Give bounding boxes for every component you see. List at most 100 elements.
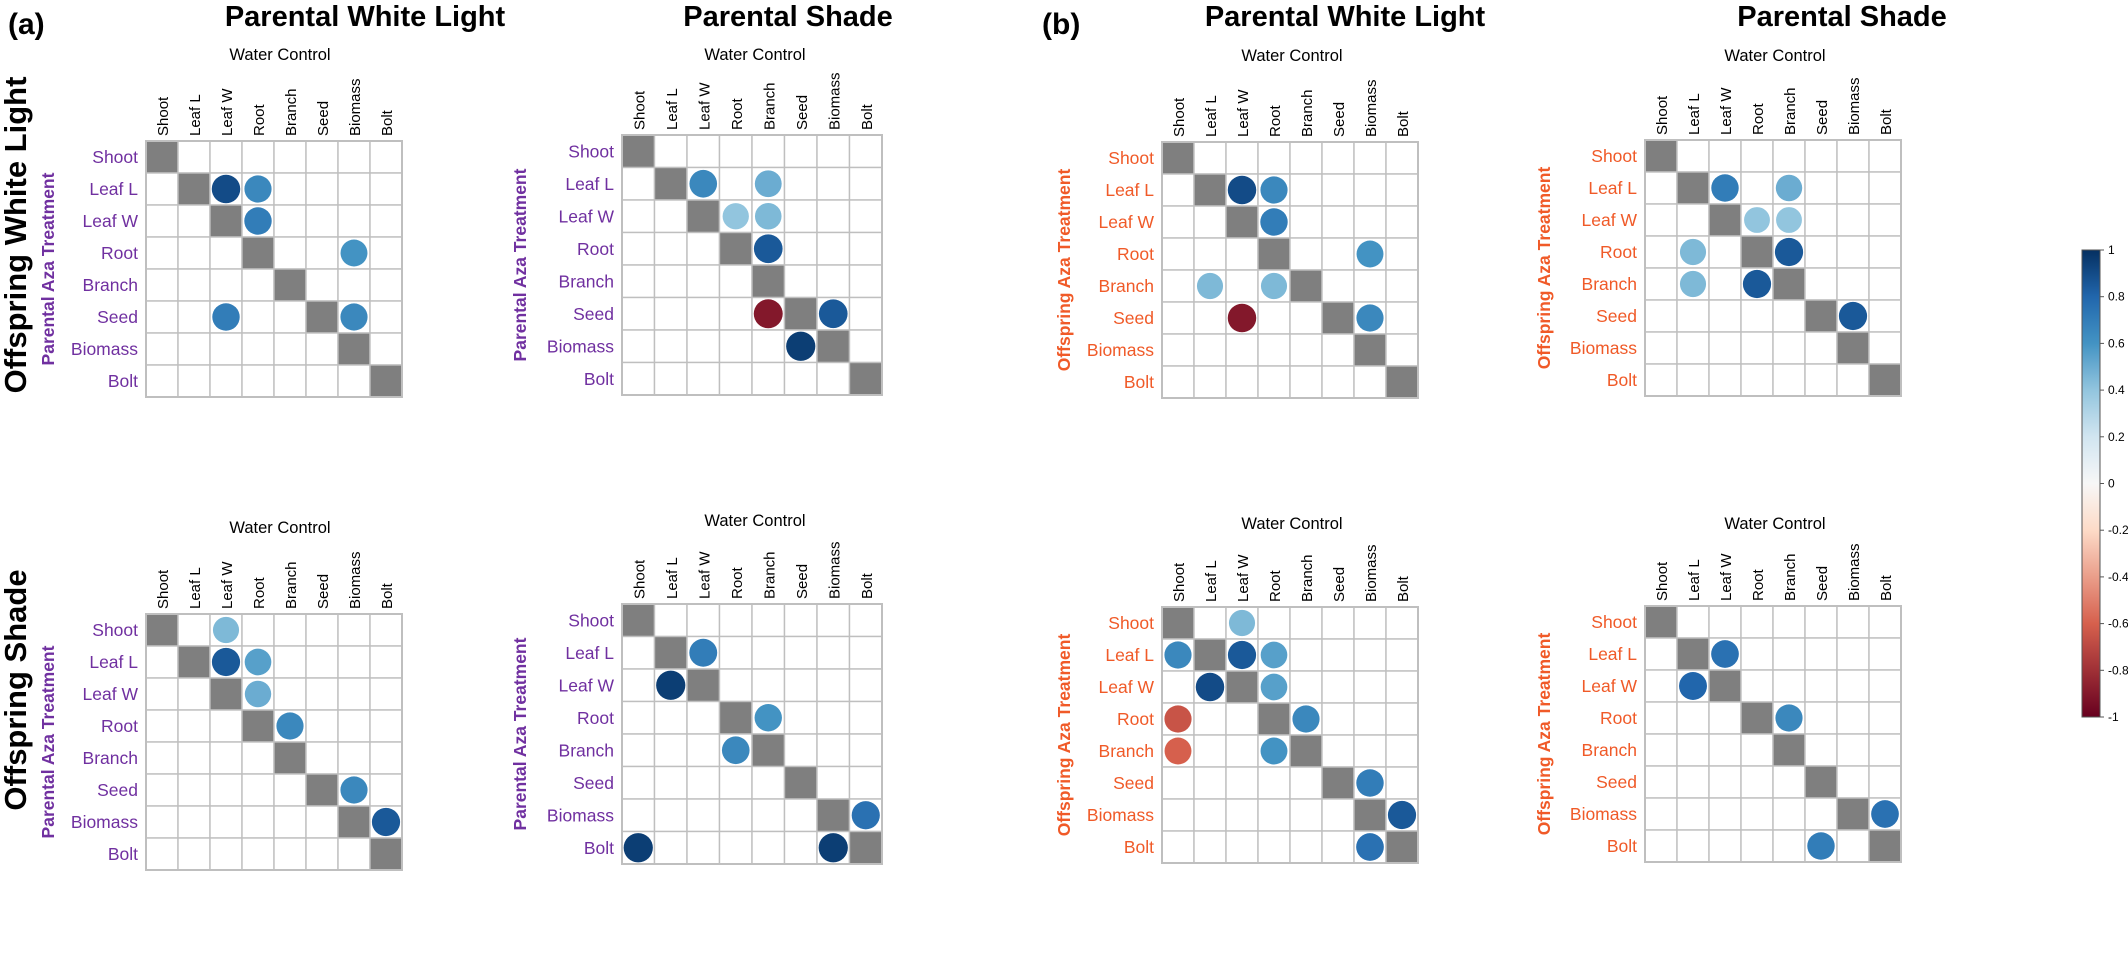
grid-cell bbox=[848, 134, 883, 169]
correlation-circle-branch-root bbox=[1260, 737, 1288, 765]
colorbar: 1 0.8 0.6 0.4 0.2 0 -0.2 -0.4 -0.6 -0.8 -1 bbox=[2081, 243, 2128, 724]
grid-cell bbox=[337, 677, 371, 711]
diagonal-cell bbox=[848, 830, 883, 865]
grid-cell bbox=[273, 204, 307, 238]
row-label-bolt: Bolt bbox=[1124, 837, 1154, 857]
row-label-root: Root bbox=[577, 239, 614, 259]
grid-cell bbox=[653, 134, 688, 169]
diagonal-cell bbox=[1193, 173, 1227, 207]
diagonal-cell bbox=[1740, 235, 1774, 269]
grid-cell bbox=[145, 364, 179, 398]
grid-cell bbox=[816, 231, 851, 266]
grid-cell bbox=[241, 268, 275, 302]
grid-cell bbox=[241, 805, 275, 839]
correlation-circle-bolt-shoot bbox=[623, 833, 653, 863]
grid-cell bbox=[621, 199, 656, 234]
column-label-root: Root bbox=[251, 576, 268, 609]
grid-cell bbox=[686, 264, 721, 299]
grid-cell bbox=[1257, 830, 1291, 864]
correlation-circle-leaf-w-leaf-l bbox=[1195, 672, 1225, 702]
correlation-circle-seed-biomass bbox=[340, 303, 368, 331]
row-label-seed: Seed bbox=[1113, 308, 1154, 328]
grid-cell bbox=[273, 140, 307, 174]
grid-cell bbox=[653, 830, 688, 865]
diagonal-cell bbox=[621, 134, 656, 169]
row-label-biomass: Biomass bbox=[1570, 804, 1637, 824]
grid-cell bbox=[686, 603, 721, 638]
grid-cell bbox=[145, 709, 179, 743]
grid-cell bbox=[751, 134, 786, 169]
matrix-border bbox=[1644, 605, 1902, 863]
correlation-circle-root-leaf-l bbox=[1679, 238, 1707, 266]
grid-cell bbox=[1644, 363, 1678, 397]
grid-cell bbox=[369, 709, 403, 743]
row-label-leaf-l: Leaf L bbox=[1588, 644, 1637, 664]
correlation-circle-seed-leaf-w bbox=[1227, 303, 1257, 333]
grid-cell bbox=[1289, 301, 1323, 335]
grid-cell bbox=[1836, 171, 1870, 205]
diagonal-cell bbox=[653, 635, 688, 670]
column-label-seed: Seed bbox=[1331, 567, 1348, 602]
grid-cell bbox=[1321, 638, 1355, 672]
row-label-root: Root bbox=[1600, 708, 1637, 728]
grid-cell bbox=[783, 733, 818, 768]
grid-cell bbox=[1836, 363, 1870, 397]
correlation-circle-leaf-w-root bbox=[1744, 207, 1770, 233]
grid-cell bbox=[1708, 267, 1742, 301]
row-label-leaf-w: Leaf W bbox=[1582, 676, 1638, 696]
diagonal-cell bbox=[1257, 702, 1291, 736]
colorbar-tick-label: 0.6 bbox=[2108, 336, 2125, 350]
row-label-leaf-w: Leaf W bbox=[1099, 677, 1155, 697]
grid-cell bbox=[816, 765, 851, 800]
row-label-root: Root bbox=[1117, 244, 1154, 264]
correlation-circle-root-branch bbox=[754, 704, 782, 732]
diagonal-cell bbox=[273, 268, 307, 302]
column-label-shoot: Shoot bbox=[155, 569, 172, 609]
grid-cell bbox=[1836, 139, 1870, 173]
row-label-biomass: Biomass bbox=[547, 336, 614, 356]
grid-cell bbox=[177, 300, 211, 334]
diagonal-cell bbox=[1161, 141, 1195, 175]
column-label-bolt: Bolt bbox=[859, 572, 876, 599]
grid-cell bbox=[1289, 205, 1323, 239]
grid-cell bbox=[1353, 173, 1387, 207]
column-header-a-white-light: Parental White Light bbox=[225, 1, 506, 33]
correlation-circle-leaf-w-root bbox=[1260, 673, 1288, 701]
grid-cell bbox=[1772, 331, 1806, 365]
grid-cell bbox=[1740, 363, 1774, 397]
diagonal-cell bbox=[177, 172, 211, 206]
grid-cell bbox=[783, 700, 818, 735]
column-label-leaf-l: Leaf L bbox=[1686, 93, 1703, 135]
grid-cell bbox=[1804, 733, 1838, 767]
grid-cell bbox=[621, 733, 656, 768]
correlation-circle-root-biomass bbox=[340, 239, 368, 267]
diagonal-cell bbox=[1804, 299, 1838, 333]
grid-cell bbox=[273, 332, 307, 366]
grid-cell bbox=[1836, 829, 1870, 863]
column-label-leaf-l: Leaf L bbox=[664, 88, 681, 130]
correlation-circle-leaf-l-leaf-w bbox=[211, 647, 241, 677]
grid-cell bbox=[369, 677, 403, 711]
diagonal-cell bbox=[718, 231, 753, 266]
grid-cell bbox=[369, 236, 403, 270]
diagonal-cell bbox=[241, 236, 275, 270]
grid-cell bbox=[1161, 301, 1195, 335]
diagonal-cell bbox=[686, 199, 721, 234]
grid-cell bbox=[241, 773, 275, 807]
grid-cell bbox=[369, 645, 403, 679]
grid-cell bbox=[1385, 734, 1419, 768]
grid-cell bbox=[1772, 797, 1806, 831]
row-label-branch: Branch bbox=[1582, 740, 1637, 760]
grid-cell bbox=[621, 765, 656, 800]
grid-cell bbox=[848, 733, 883, 768]
grid-cell bbox=[1193, 141, 1227, 175]
grid-cell bbox=[1708, 797, 1742, 831]
grid-cell bbox=[1740, 299, 1774, 333]
column-label-bolt: Bolt bbox=[1878, 108, 1895, 135]
grid-cell bbox=[1804, 235, 1838, 269]
diagonal-cell bbox=[145, 140, 179, 174]
grid-cell bbox=[1676, 765, 1710, 799]
grid-cell bbox=[273, 773, 307, 807]
column-label-leaf-w: Leaf W bbox=[219, 88, 236, 136]
grid-cell bbox=[1708, 139, 1742, 173]
